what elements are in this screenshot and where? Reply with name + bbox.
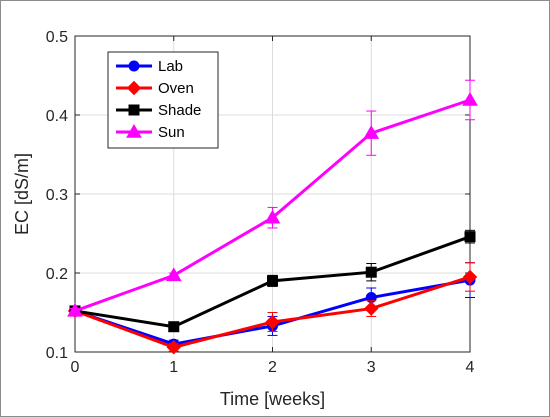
legend-marker: [128, 60, 140, 72]
y-tick-label: 0.4: [46, 108, 68, 125]
data-point: [265, 314, 280, 330]
x-tick-label: 1: [169, 359, 178, 376]
x-tick-label: 2: [268, 359, 277, 376]
legend-label: Oven: [158, 80, 194, 97]
legend-marker: [126, 123, 142, 138]
legend-marker: [128, 104, 140, 116]
y-tick-label: 0.2: [46, 266, 68, 283]
data-point: [462, 269, 478, 285]
y-tick-label: 0.1: [46, 345, 68, 362]
data-point: [165, 267, 182, 282]
data-point: [168, 321, 180, 333]
x-tick-label: 0: [71, 359, 80, 376]
data-point: [166, 340, 181, 355]
plot-series: [67, 79, 478, 355]
legend-entry-oven: Oven: [116, 80, 194, 97]
tick-labels: 0 1 2 3 4 0.1 0.2 0.3 0.4 0.5: [46, 29, 475, 376]
legend-entry-lab: Lab: [116, 58, 183, 75]
x-tick-label: 4: [466, 359, 475, 376]
data-point: [363, 125, 380, 139]
legend-marker: [126, 80, 142, 96]
legend: Lab Oven Shade Sun: [107, 51, 219, 149]
data-point: [267, 275, 278, 287]
x-axis-label: Time [weeks]: [220, 389, 325, 409]
series-sun: [67, 79, 478, 317]
data-point: [464, 231, 476, 243]
data-point: [264, 209, 281, 224]
data-point: [364, 301, 379, 316]
data-point: [462, 91, 478, 106]
y-tick-label: 0.3: [46, 187, 68, 204]
data-point: [67, 302, 83, 317]
y-axis-label: EC [dS/m]: [12, 153, 32, 235]
legend-label: Shade: [158, 102, 201, 119]
data-point: [365, 266, 377, 278]
y-tick-label: 0.5: [46, 29, 68, 46]
legend-entry-sun: Sun: [116, 123, 185, 141]
legend-entry-shade: Shade: [116, 102, 201, 119]
legend-label: Sun: [158, 124, 185, 141]
x-tick-label: 3: [367, 359, 376, 376]
legend-label: Lab: [158, 58, 183, 75]
